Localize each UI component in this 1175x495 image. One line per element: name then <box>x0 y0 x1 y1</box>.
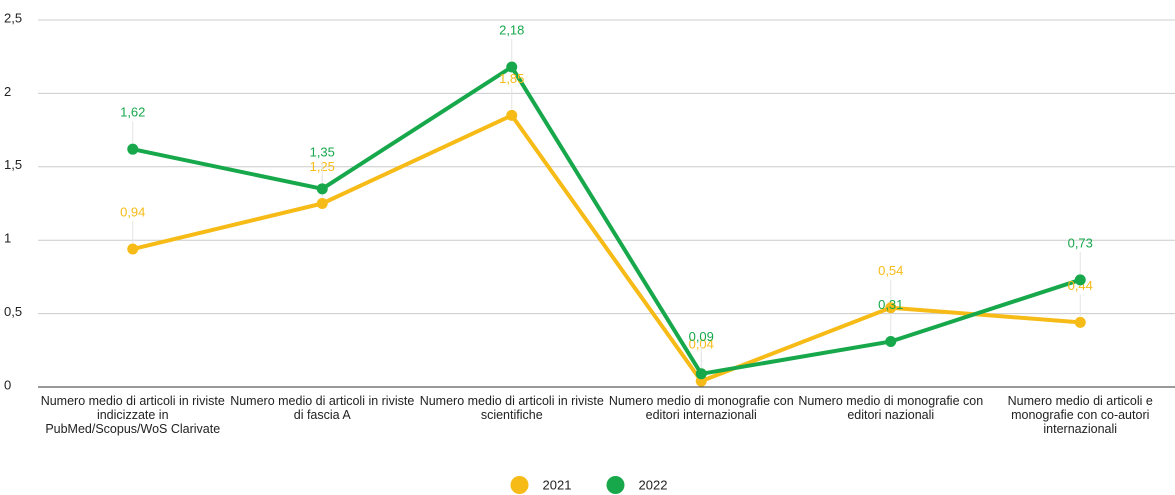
data-point <box>506 109 518 121</box>
data-label: 1,35 <box>310 144 335 159</box>
data-label: 0,09 <box>689 329 714 344</box>
series-line <box>132 113 1081 384</box>
y-tick-label: 2 <box>4 84 11 99</box>
data-label: 2,18 <box>499 22 524 37</box>
data-label: 1,85 <box>499 71 524 86</box>
legend-label: 2021 <box>543 477 572 492</box>
data-point <box>316 183 328 195</box>
data-label: 0,54 <box>878 263 903 278</box>
x-tick-label: Numero medio di articoli in riviste di f… <box>230 394 415 422</box>
data-label: 0,94 <box>120 204 145 219</box>
y-tick-label: 0 <box>4 377 11 392</box>
x-tick-label: Numero medio di monografie con editori i… <box>608 394 794 422</box>
y-tick-label: 1,5 <box>4 157 22 172</box>
data-point <box>506 61 518 73</box>
data-point <box>127 143 139 155</box>
data-point <box>695 368 707 380</box>
legend-swatch <box>510 476 529 494</box>
data-point <box>885 302 897 314</box>
data-point <box>1074 316 1086 328</box>
data-label: 0,44 <box>1068 278 1093 293</box>
x-tick-label: Numero medio di monografie con editori n… <box>798 394 984 422</box>
data-point <box>127 243 139 255</box>
data-label: 0,31 <box>878 297 903 312</box>
x-tick-label: Numero medio di articoli in riviste indi… <box>40 394 225 436</box>
legend-swatch <box>606 476 625 494</box>
series-line <box>132 64 1081 376</box>
y-tick-label: 2,5 <box>4 10 22 25</box>
data-label: 0,04 <box>689 337 714 352</box>
data-point <box>1074 274 1086 286</box>
x-tick-label: Numero medio di articoli in riviste scie… <box>419 394 604 422</box>
y-tick-label: 0,5 <box>4 304 22 319</box>
legend-label: 2022 <box>639 477 668 492</box>
data-label: 1,62 <box>120 105 145 120</box>
y-tick-label: 1 <box>4 231 11 246</box>
data-point <box>316 198 328 209</box>
x-tick-label: Numero medio di articoli e monografie co… <box>1007 394 1153 436</box>
data-label: 0,73 <box>1068 235 1093 250</box>
data-point <box>885 335 897 347</box>
